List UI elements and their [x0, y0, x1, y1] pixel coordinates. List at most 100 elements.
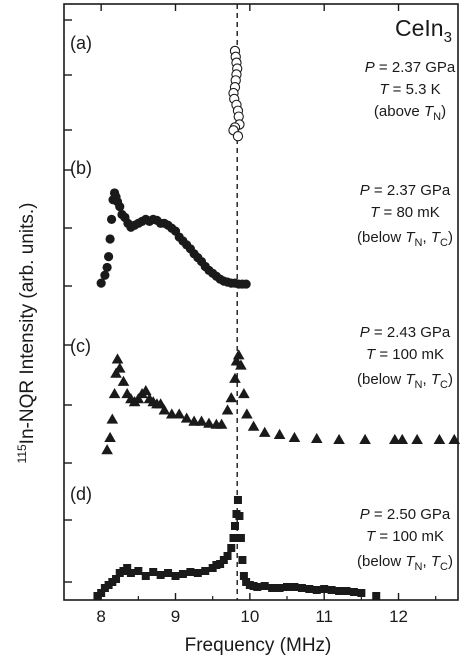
y-axis-ticks: [64, 19, 72, 583]
condition-text: =: [379, 204, 396, 221]
data-point: [227, 544, 236, 552]
condition-line: (below TN, TC): [357, 553, 453, 573]
y-axis-title-text: In-NQR Intensity (arb. units.): [17, 203, 38, 445]
data-point: [275, 584, 284, 592]
data-point: [312, 586, 321, 594]
data-point: [349, 588, 358, 596]
data-point: [433, 433, 446, 445]
data-point: [247, 420, 260, 431]
data-point: [126, 569, 135, 577]
data-point: [113, 362, 126, 373]
x-axis-title: Frequency (MHz): [185, 635, 332, 656]
data-point: [173, 408, 186, 419]
data-point: [164, 569, 173, 577]
x-tick-label: 9: [171, 607, 180, 626]
condition-text: P: [360, 324, 370, 341]
data-point: [288, 431, 301, 443]
condition-text: P: [365, 59, 375, 76]
condition-text: N: [415, 379, 423, 391]
y-axis-title: 115In-NQR Intensity (arb. units.): [15, 203, 38, 464]
condition-text: 2.43 GPa: [387, 324, 451, 341]
data-point: [342, 587, 351, 595]
data-point: [215, 418, 228, 429]
data-point: [101, 444, 113, 455]
data-point: [260, 582, 269, 590]
condition-text: =: [375, 346, 392, 363]
data-point: [186, 568, 195, 576]
data-point: [372, 592, 381, 600]
condition-line: P = 2.37 GPa: [360, 182, 451, 199]
condition-text: 100 mK: [392, 528, 444, 545]
data-point: [238, 556, 247, 564]
data-point: [178, 570, 187, 578]
x-tick-label: 12: [389, 607, 408, 626]
data-point: [96, 278, 106, 288]
data-point: [283, 583, 292, 591]
data-point: [241, 279, 251, 289]
data-point: [448, 433, 461, 445]
condition-text: T: [405, 553, 416, 570]
data-point: [117, 375, 130, 386]
data-point: [335, 587, 344, 595]
data-point: [201, 567, 210, 575]
data-point: [188, 415, 200, 426]
condition-text: =: [375, 528, 392, 545]
condition-text: 2.37 GPa: [387, 182, 451, 199]
data-point: [357, 589, 366, 597]
data-point: [333, 433, 345, 445]
condition-text: (above: [374, 103, 424, 120]
data-point: [111, 353, 124, 364]
data-point: [229, 372, 241, 383]
data-point: [100, 270, 110, 280]
data-point: [327, 586, 336, 594]
condition-text: T: [431, 229, 442, 246]
data-point: [268, 584, 277, 592]
condition-text: T: [424, 103, 435, 120]
data-points: [93, 45, 461, 600]
data-point: [320, 585, 329, 593]
condition-line: (above TN): [374, 103, 446, 123]
plot-frame: [63, 3, 459, 601]
condition-text: (below: [357, 371, 405, 388]
data-point: [225, 392, 238, 403]
data-point: [156, 571, 165, 579]
data-point: [396, 433, 409, 445]
condition-text: N: [415, 561, 423, 573]
data-point: [149, 568, 158, 576]
condition-line: P = 2.50 GPa: [360, 506, 451, 523]
data-point: [229, 534, 238, 542]
condition-text: C: [440, 561, 448, 573]
condition-text: 2.50 GPa: [387, 506, 451, 523]
data-point: [305, 585, 314, 593]
condition-text: ): [448, 553, 453, 570]
condition-line: P = 2.43 GPa: [360, 324, 451, 341]
condition-text: P: [360, 506, 370, 523]
data-point: [171, 572, 180, 580]
condition-text: (below: [357, 229, 405, 246]
condition-text: 80 mK: [396, 204, 439, 221]
condition-text: C: [440, 379, 448, 391]
data-point: [193, 569, 202, 577]
y-axis-title-superscript: 115: [15, 444, 29, 463]
data-point: [238, 388, 250, 399]
condition-text: =: [389, 81, 406, 98]
compound-subscript: 3: [444, 29, 452, 46]
data-point: [132, 393, 145, 404]
data-point: [359, 433, 371, 445]
data-point: [411, 433, 423, 445]
data-point: [97, 589, 106, 597]
data-point: [180, 412, 193, 423]
x-tick-label: 10: [240, 607, 259, 626]
data-point: [134, 567, 143, 575]
condition-line: (below TN, TC): [357, 371, 453, 391]
condition-text: C: [440, 237, 448, 249]
compound-base: CeIn: [395, 15, 444, 41]
panel-c-label: (c): [70, 336, 91, 356]
condition-text: ): [441, 103, 446, 120]
condition-text: T: [405, 229, 416, 246]
condition-line: P = 2.37 GPa: [365, 59, 456, 76]
condition-line: (below TN, TC): [357, 229, 453, 249]
data-point: [158, 404, 171, 415]
data-point: [115, 202, 125, 212]
